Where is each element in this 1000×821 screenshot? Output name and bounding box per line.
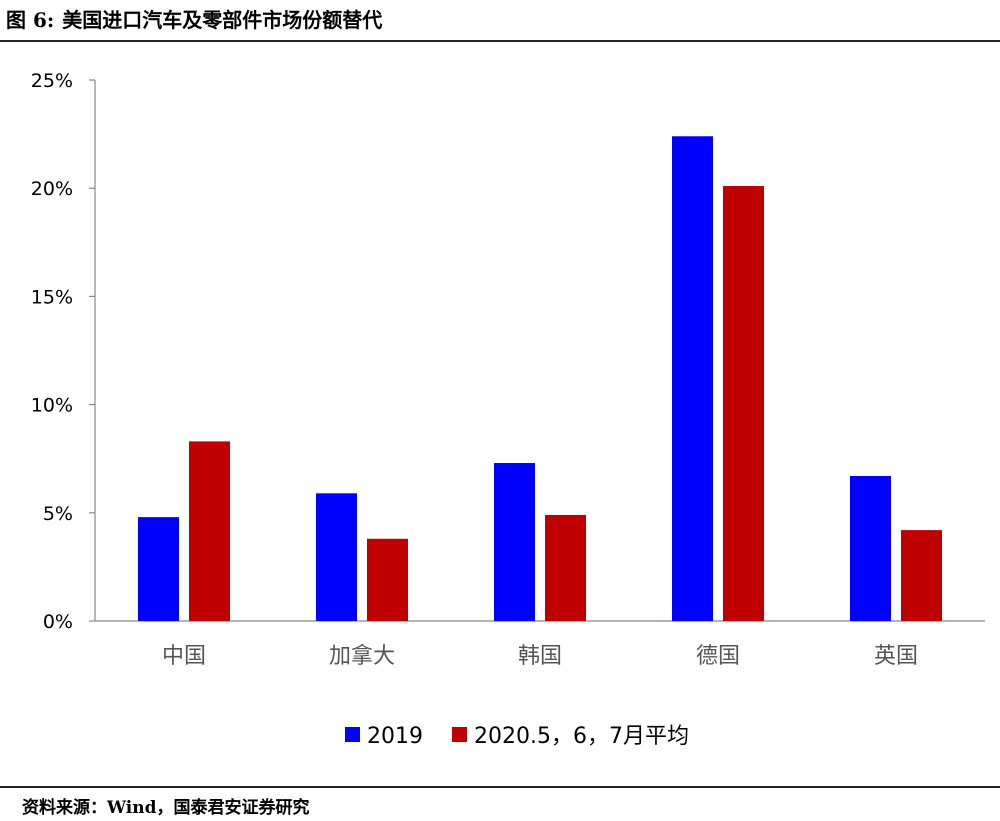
y-tick-label: 25% — [31, 70, 73, 92]
y-tick-label: 15% — [31, 286, 73, 308]
source-note: 资料来源：Wind，国泰君安证券研究 — [22, 798, 310, 818]
bar-series-1 — [672, 136, 713, 621]
bar-series-1 — [494, 463, 535, 621]
y-tick-label: 10% — [31, 395, 73, 417]
x-category-label: 加拿大 — [329, 643, 395, 669]
legend-label: 2019 — [367, 724, 423, 749]
bar-series-1 — [850, 476, 891, 621]
bar-series-1 — [138, 517, 179, 621]
y-tick-label: 0% — [43, 611, 73, 633]
top-rule — [0, 40, 1000, 42]
legend-swatch — [452, 727, 467, 742]
figure-number: 图 6: — [6, 8, 55, 32]
y-tick-label: 5% — [43, 503, 73, 525]
x-category-label: 德国 — [696, 644, 740, 669]
y-tick-label: 20% — [31, 178, 73, 200]
x-category-label: 韩国 — [518, 644, 562, 669]
x-category-label: 中国 — [162, 644, 206, 669]
x-category-label: 英国 — [874, 644, 918, 669]
bar-series-2 — [367, 538, 408, 621]
bar-series-2 — [545, 514, 586, 621]
figure-title-text: 美国进口汽车及零部件市场份额替代 — [62, 8, 383, 32]
bar-series-2 — [189, 441, 230, 621]
bar-series-1 — [316, 493, 357, 621]
legend-swatch — [345, 727, 360, 742]
bottom-rule — [0, 786, 1000, 788]
legend-label: 2020.5，6，7月平均 — [474, 724, 689, 749]
bar-series-2 — [901, 530, 942, 621]
bar-series-2 — [723, 186, 764, 621]
figure-title: 图 6: 美国进口汽车及零部件市场份额替代 — [6, 4, 382, 33]
